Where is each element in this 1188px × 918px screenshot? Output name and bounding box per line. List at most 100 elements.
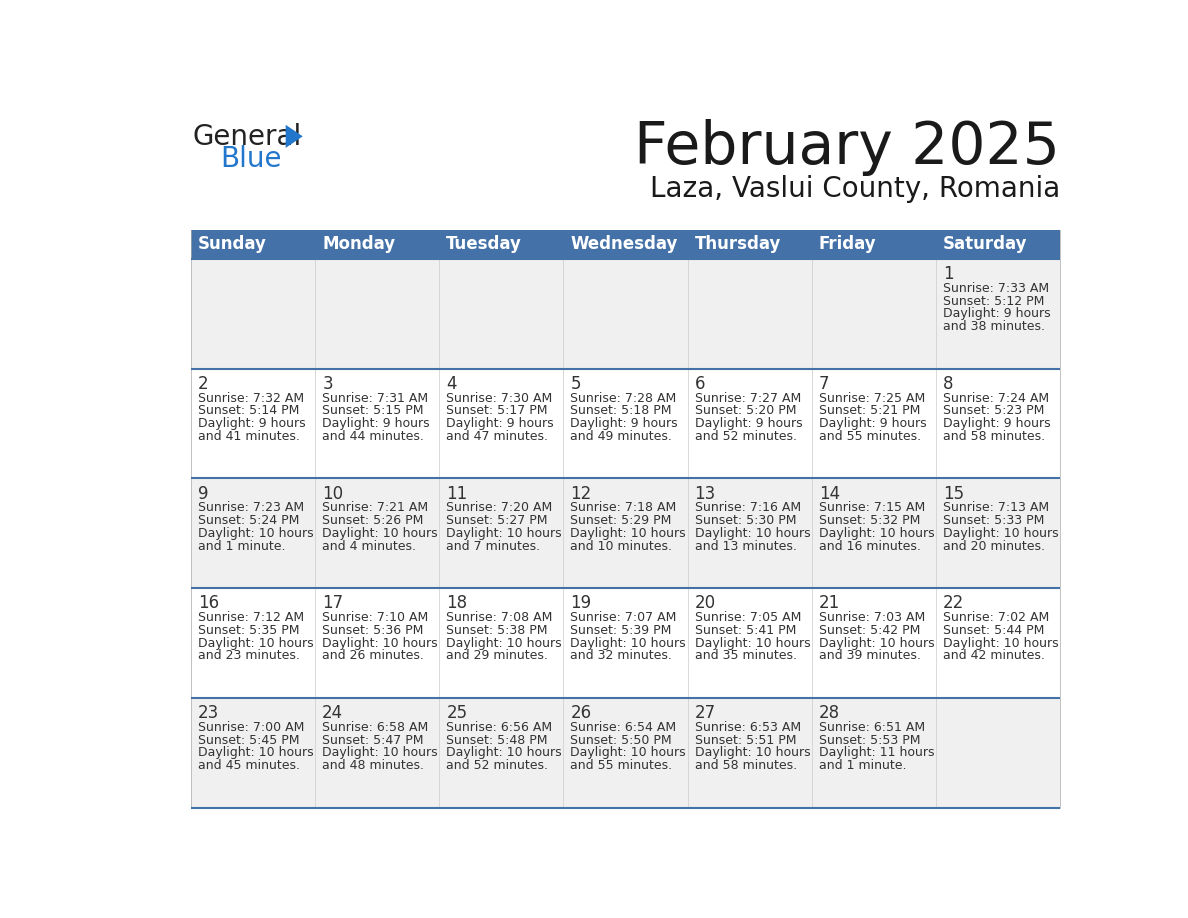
Text: and 52 minutes.: and 52 minutes.	[447, 759, 549, 772]
Text: Sunset: 5:26 PM: Sunset: 5:26 PM	[322, 514, 424, 527]
Text: Daylight: 10 hours: Daylight: 10 hours	[570, 527, 685, 540]
Bar	[191, 230, 315, 259]
Text: 2: 2	[198, 375, 209, 393]
Text: Daylight: 10 hours: Daylight: 10 hours	[322, 637, 438, 650]
Text: Sunset: 5:47 PM: Sunset: 5:47 PM	[322, 733, 424, 746]
Text: Blue: Blue	[221, 145, 282, 173]
Text: and 39 minutes.: and 39 minutes.	[819, 649, 921, 663]
Text: Daylight: 9 hours: Daylight: 9 hours	[943, 417, 1050, 430]
Bar	[563, 230, 688, 259]
Bar	[191, 698, 1060, 808]
Text: Daylight: 11 hours: Daylight: 11 hours	[819, 746, 934, 759]
Bar	[191, 588, 1060, 698]
Polygon shape	[285, 125, 303, 148]
Text: and 47 minutes.: and 47 minutes.	[447, 430, 549, 442]
Text: Sunset: 5:38 PM: Sunset: 5:38 PM	[447, 624, 548, 637]
Text: Monday: Monday	[322, 235, 396, 253]
Text: Sunrise: 7:27 AM: Sunrise: 7:27 AM	[695, 392, 801, 405]
Text: Thursday: Thursday	[695, 235, 781, 253]
Text: Sunrise: 7:15 AM: Sunrise: 7:15 AM	[819, 501, 925, 514]
Text: Daylight: 10 hours: Daylight: 10 hours	[819, 527, 934, 540]
Bar	[191, 259, 1060, 368]
Text: Daylight: 10 hours: Daylight: 10 hours	[695, 746, 810, 759]
Text: and 58 minutes.: and 58 minutes.	[695, 759, 797, 772]
Text: and 1 minute.: and 1 minute.	[819, 759, 906, 772]
Text: and 58 minutes.: and 58 minutes.	[943, 430, 1045, 442]
Text: Daylight: 9 hours: Daylight: 9 hours	[819, 417, 927, 430]
Text: 15: 15	[943, 485, 963, 502]
Text: Sunset: 5:24 PM: Sunset: 5:24 PM	[198, 514, 299, 527]
Text: and 13 minutes.: and 13 minutes.	[695, 540, 796, 553]
Text: Sunset: 5:42 PM: Sunset: 5:42 PM	[819, 624, 920, 637]
Text: 14: 14	[819, 485, 840, 502]
Text: and 4 minutes.: and 4 minutes.	[322, 540, 416, 553]
Text: Sunrise: 7:21 AM: Sunrise: 7:21 AM	[322, 501, 429, 514]
Text: and 7 minutes.: and 7 minutes.	[447, 540, 541, 553]
Text: 11: 11	[447, 485, 468, 502]
Text: Daylight: 10 hours: Daylight: 10 hours	[447, 746, 562, 759]
Text: and 1 minute.: and 1 minute.	[198, 540, 285, 553]
Text: 19: 19	[570, 594, 592, 612]
Text: Sunset: 5:20 PM: Sunset: 5:20 PM	[695, 404, 796, 418]
Text: Daylight: 10 hours: Daylight: 10 hours	[943, 637, 1059, 650]
Text: and 38 minutes.: and 38 minutes.	[943, 320, 1044, 333]
Text: Sunrise: 7:00 AM: Sunrise: 7:00 AM	[198, 721, 304, 734]
Text: Sunrise: 7:18 AM: Sunrise: 7:18 AM	[570, 501, 677, 514]
Text: Sunrise: 7:08 AM: Sunrise: 7:08 AM	[447, 611, 552, 624]
Text: Daylight: 9 hours: Daylight: 9 hours	[570, 417, 678, 430]
Text: Sunset: 5:36 PM: Sunset: 5:36 PM	[322, 624, 424, 637]
Text: Daylight: 10 hours: Daylight: 10 hours	[198, 637, 314, 650]
Text: 28: 28	[819, 704, 840, 722]
Text: 7: 7	[819, 375, 829, 393]
Text: Daylight: 10 hours: Daylight: 10 hours	[447, 637, 562, 650]
Text: 20: 20	[695, 594, 715, 612]
Text: 8: 8	[943, 375, 953, 393]
Text: Sunrise: 6:56 AM: Sunrise: 6:56 AM	[447, 721, 552, 734]
Text: Sunset: 5:45 PM: Sunset: 5:45 PM	[198, 733, 299, 746]
Text: 10: 10	[322, 485, 343, 502]
Text: Sunset: 5:30 PM: Sunset: 5:30 PM	[695, 514, 796, 527]
Text: Sunrise: 7:24 AM: Sunrise: 7:24 AM	[943, 392, 1049, 405]
Text: 23: 23	[198, 704, 220, 722]
Text: Sunrise: 7:07 AM: Sunrise: 7:07 AM	[570, 611, 677, 624]
Text: 24: 24	[322, 704, 343, 722]
Text: and 29 minutes.: and 29 minutes.	[447, 649, 548, 663]
Text: and 32 minutes.: and 32 minutes.	[570, 649, 672, 663]
Bar	[936, 230, 1060, 259]
Text: and 55 minutes.: and 55 minutes.	[570, 759, 672, 772]
Text: Sunset: 5:35 PM: Sunset: 5:35 PM	[198, 624, 299, 637]
Text: Sunrise: 7:10 AM: Sunrise: 7:10 AM	[322, 611, 429, 624]
Bar	[688, 230, 811, 259]
Text: Sunset: 5:44 PM: Sunset: 5:44 PM	[943, 624, 1044, 637]
Text: Sunrise: 7:23 AM: Sunrise: 7:23 AM	[198, 501, 304, 514]
Text: Sunset: 5:17 PM: Sunset: 5:17 PM	[447, 404, 548, 418]
Bar	[315, 230, 440, 259]
Text: and 10 minutes.: and 10 minutes.	[570, 540, 672, 553]
Text: Friday: Friday	[819, 235, 877, 253]
Text: Sunset: 5:21 PM: Sunset: 5:21 PM	[819, 404, 920, 418]
Text: and 42 minutes.: and 42 minutes.	[943, 649, 1044, 663]
Text: Sunrise: 7:32 AM: Sunrise: 7:32 AM	[198, 392, 304, 405]
Text: Sunset: 5:18 PM: Sunset: 5:18 PM	[570, 404, 672, 418]
Text: 3: 3	[322, 375, 333, 393]
Text: Daylight: 10 hours: Daylight: 10 hours	[570, 637, 685, 650]
Text: 13: 13	[695, 485, 716, 502]
Text: 18: 18	[447, 594, 467, 612]
Text: Daylight: 10 hours: Daylight: 10 hours	[695, 637, 810, 650]
Text: and 23 minutes.: and 23 minutes.	[198, 649, 301, 663]
Text: 26: 26	[570, 704, 592, 722]
Text: Daylight: 10 hours: Daylight: 10 hours	[695, 527, 810, 540]
Text: Sunrise: 7:16 AM: Sunrise: 7:16 AM	[695, 501, 801, 514]
Text: 27: 27	[695, 704, 715, 722]
Text: 5: 5	[570, 375, 581, 393]
Bar	[440, 230, 563, 259]
Bar	[191, 478, 1060, 588]
Bar	[191, 368, 1060, 478]
Text: Daylight: 10 hours: Daylight: 10 hours	[819, 637, 934, 650]
Text: and 16 minutes.: and 16 minutes.	[819, 540, 921, 553]
Text: Sunday: Sunday	[198, 235, 267, 253]
Text: and 41 minutes.: and 41 minutes.	[198, 430, 301, 442]
Text: Tuesday: Tuesday	[447, 235, 523, 253]
Text: Sunset: 5:32 PM: Sunset: 5:32 PM	[819, 514, 920, 527]
Text: and 45 minutes.: and 45 minutes.	[198, 759, 301, 772]
